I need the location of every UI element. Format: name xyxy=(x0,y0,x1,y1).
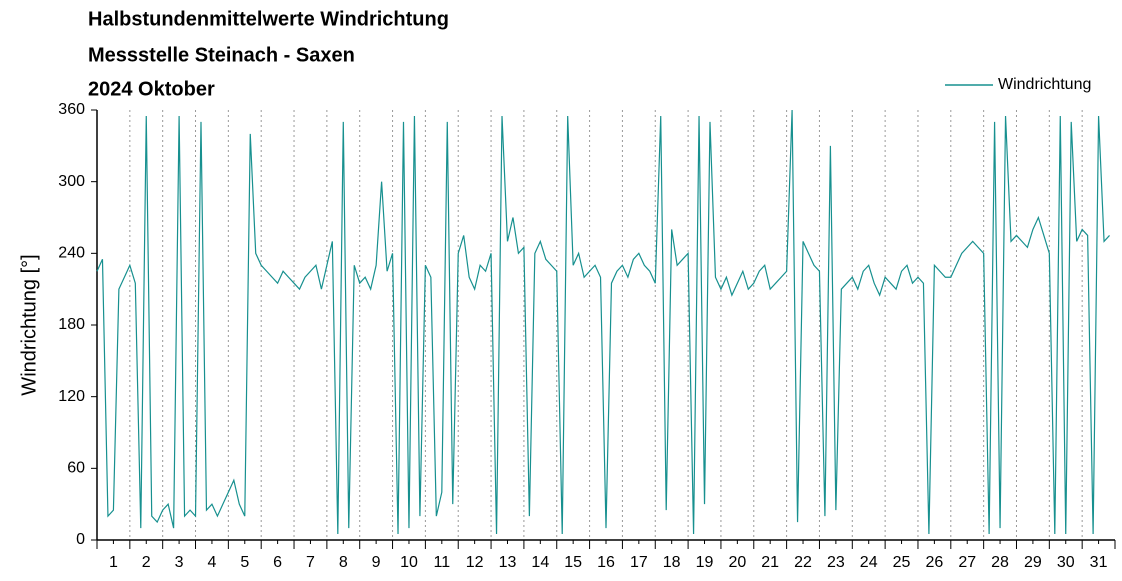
x-tick-label: 14 xyxy=(531,554,549,571)
chart-title: Halbstundenmittelwerte Windrichtung xyxy=(88,8,449,30)
x-tick-label: 10 xyxy=(400,554,418,571)
x-tick-label: 18 xyxy=(663,554,681,571)
x-tick-label: 26 xyxy=(925,554,943,571)
y-tick-label: 120 xyxy=(58,388,85,405)
x-tick-label: 15 xyxy=(564,554,582,571)
x-tick-label: 7 xyxy=(306,554,315,571)
x-tick-label: 23 xyxy=(827,554,845,571)
x-tick-label: 30 xyxy=(1057,554,1075,571)
y-tick-label: 180 xyxy=(58,316,85,333)
x-tick-label: 11 xyxy=(434,554,451,571)
y-tick-label: 0 xyxy=(76,531,85,548)
x-tick-label: 29 xyxy=(1024,554,1042,571)
x-tick-label: 24 xyxy=(860,554,878,571)
x-tick-label: 9 xyxy=(372,554,381,571)
legend-label: Windrichtung xyxy=(998,76,1091,93)
x-tick-label: 28 xyxy=(991,554,1009,571)
x-tick-label: 20 xyxy=(728,554,746,571)
y-tick-label: 60 xyxy=(67,460,85,477)
x-tick-label: 25 xyxy=(893,554,911,571)
x-tick-label: 12 xyxy=(466,554,484,571)
y-tick-label: 360 xyxy=(58,101,85,118)
y-axis-label: Windrichtung [°] xyxy=(18,254,40,395)
x-tick-label: 27 xyxy=(958,554,976,571)
x-tick-label: 3 xyxy=(175,554,184,571)
x-tick-label: 21 xyxy=(761,554,779,571)
x-tick-label: 17 xyxy=(630,554,648,571)
x-tick-label: 1 xyxy=(109,554,118,571)
x-tick-label: 8 xyxy=(339,554,348,571)
x-tick-label: 22 xyxy=(794,554,812,571)
chart-period: 2024 Oktober xyxy=(88,78,215,100)
x-tick-label: 31 xyxy=(1090,554,1108,571)
chart-subtitle: Messstelle Steinach - Saxen xyxy=(88,44,355,66)
x-tick-label: 2 xyxy=(142,554,151,571)
x-tick-label: 16 xyxy=(597,554,615,571)
y-tick-label: 240 xyxy=(58,245,85,262)
y-tick-label: 300 xyxy=(58,173,85,190)
x-tick-label: 4 xyxy=(207,554,216,571)
data-line xyxy=(96,109,1110,535)
x-tick-label: 13 xyxy=(499,554,517,571)
x-tick-label: 6 xyxy=(273,554,282,571)
x-tick-label: 19 xyxy=(696,554,714,571)
x-tick-label: 5 xyxy=(240,554,249,571)
